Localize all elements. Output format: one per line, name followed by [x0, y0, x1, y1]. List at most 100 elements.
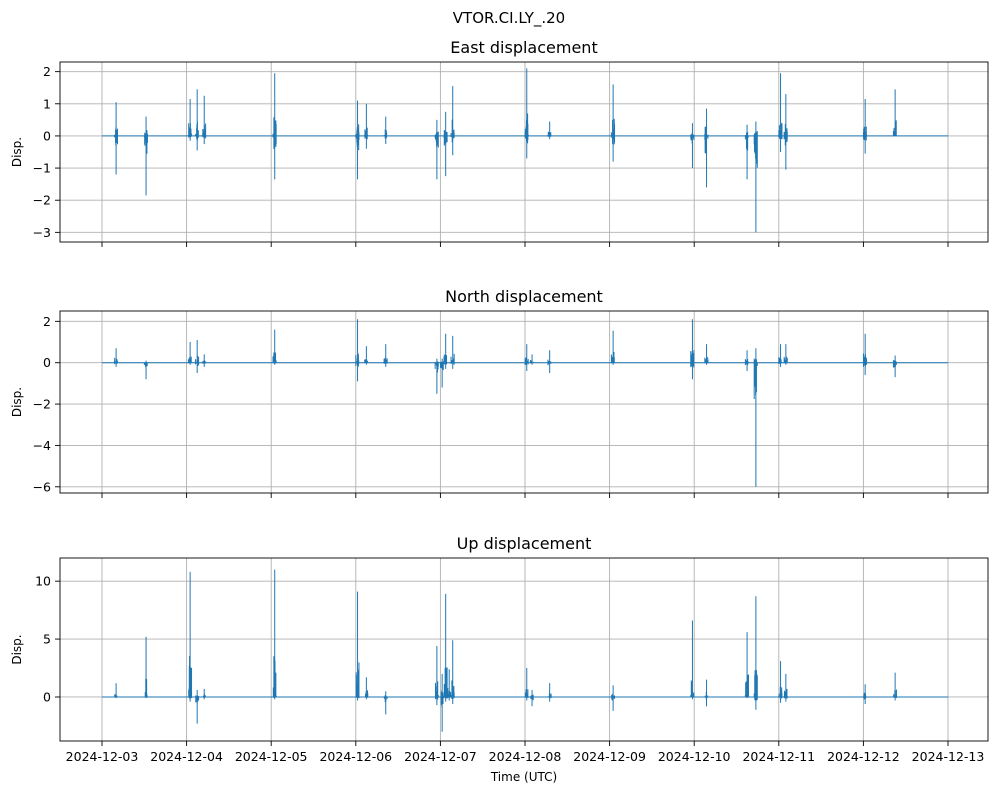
- figure-suptitle: VTOR.CI.LY_.20: [453, 9, 565, 28]
- trace-spike: [355, 319, 360, 382]
- trace-spike: [862, 684, 868, 704]
- y-tick-label: −1: [33, 161, 51, 176]
- trace-spike: [364, 103, 369, 149]
- trace-spike: [450, 86, 455, 156]
- panel-2: 2024-12-03 2024-12-04 2024-12-05 2024-12-06…: [10, 534, 989, 764]
- trace-spike: [114, 683, 119, 699]
- trace-spike: [778, 73, 783, 152]
- trace-spike: [364, 346, 369, 365]
- panel-1: 2 0 −2 −4 −6 North displacement Disp.: [10, 287, 989, 498]
- trace-spike: [744, 350, 749, 371]
- panel-0: 2 1 0 −1 −2 −3 East displacement Disp.: [10, 38, 989, 247]
- trace-spike: [143, 116, 148, 196]
- trace-spike: [187, 98, 193, 141]
- trace-spike: [783, 94, 788, 170]
- trace-spike: [202, 354, 207, 367]
- trace-spike: [439, 358, 445, 388]
- y-tick-label: −6: [33, 479, 51, 494]
- trace-spike: [187, 342, 193, 365]
- y-tick-label: 0: [43, 128, 51, 143]
- x-axis-label: Time (UTC): [490, 770, 557, 784]
- trace-spike: [383, 344, 388, 367]
- x-tick-label: 2024-12-11: [742, 749, 815, 764]
- trace-spike: [529, 690, 534, 707]
- y-tick-label: 1: [43, 96, 51, 111]
- trace-spike: [892, 355, 898, 378]
- trace-spike: [194, 89, 200, 151]
- axes-frame: [59, 61, 989, 243]
- trace-spike: [355, 591, 360, 701]
- trace-spike: [434, 646, 439, 706]
- trace-spike: [450, 640, 455, 704]
- x-tick-label: 2024-12-12: [827, 749, 900, 764]
- trace-spike: [194, 339, 200, 374]
- panel-title: East displacement: [450, 38, 597, 57]
- trace-spike: [778, 344, 783, 367]
- trace-spike: [783, 344, 788, 365]
- trace-spike: [143, 360, 148, 380]
- trace-spike: [753, 348, 758, 487]
- trace-spike: [690, 319, 695, 380]
- panel-title: North displacement: [445, 287, 603, 306]
- trace-spike: [434, 358, 439, 394]
- x-tick-label: 2024-12-03: [66, 749, 139, 764]
- panel-title: Up displacement: [457, 534, 592, 553]
- y-tick-label: −2: [33, 397, 51, 412]
- y-axis-label: Disp.: [10, 137, 24, 167]
- x-tick-label: 2024-12-07: [404, 749, 477, 764]
- trace-spike: [364, 677, 369, 700]
- trace-spike: [524, 668, 529, 701]
- trace-spike: [610, 84, 616, 162]
- trace-spike: [355, 100, 360, 180]
- trace-spike: [547, 683, 552, 702]
- x-tick-label: 2024-12-09: [573, 749, 646, 764]
- trace-spike: [434, 119, 439, 180]
- trace-spike: [202, 95, 207, 144]
- trace-spike: [704, 344, 709, 365]
- trace-spike: [547, 121, 552, 140]
- x-tick-label: 2024-12-05: [235, 749, 308, 764]
- trace-spike: [524, 68, 529, 159]
- y-tick-label: 2: [43, 314, 51, 329]
- trace-spike: [187, 571, 193, 702]
- trace-spike: [690, 620, 695, 700]
- trace-spike: [450, 335, 455, 369]
- y-tick-label: 5: [43, 632, 51, 647]
- y-axis-label: Disp.: [10, 387, 24, 417]
- trace-spike: [524, 344, 529, 371]
- y-tick-label: −3: [33, 225, 51, 240]
- trace-spike: [547, 350, 552, 374]
- trace-spike: [610, 330, 616, 365]
- axes-frame: [59, 310, 989, 494]
- trace-spike: [443, 593, 448, 702]
- trace-spike: [383, 691, 388, 715]
- trace-spike: [272, 329, 277, 365]
- trace-spike: [610, 685, 616, 711]
- trace-spike: [778, 661, 783, 703]
- trace-spike: [443, 111, 448, 177]
- trace-spike: [113, 102, 119, 175]
- x-tick-label: 2024-12-13: [912, 749, 985, 764]
- x-tick-label: 2024-12-10: [658, 749, 731, 764]
- trace-spike: [862, 98, 868, 154]
- trace-spike: [272, 73, 277, 180]
- trace-spike: [443, 333, 448, 369]
- y-tick-label: 2: [43, 64, 51, 79]
- trace-spike: [753, 121, 758, 233]
- trace-spike: [113, 348, 119, 367]
- trace-spike: [194, 690, 200, 724]
- trace-spike: [783, 673, 788, 702]
- x-tick-label: 2024-12-04: [150, 749, 223, 764]
- trace-spike: [744, 124, 749, 180]
- trace-spike: [202, 688, 207, 700]
- y-axis-label: Disp.: [10, 634, 24, 664]
- trace-spike: [143, 636, 148, 699]
- x-tick-label: 2024-12-06: [319, 749, 392, 764]
- trace-spike: [744, 632, 749, 699]
- trace-spike: [447, 669, 452, 701]
- trace-spike: [383, 116, 388, 144]
- axes-frame: [59, 557, 989, 742]
